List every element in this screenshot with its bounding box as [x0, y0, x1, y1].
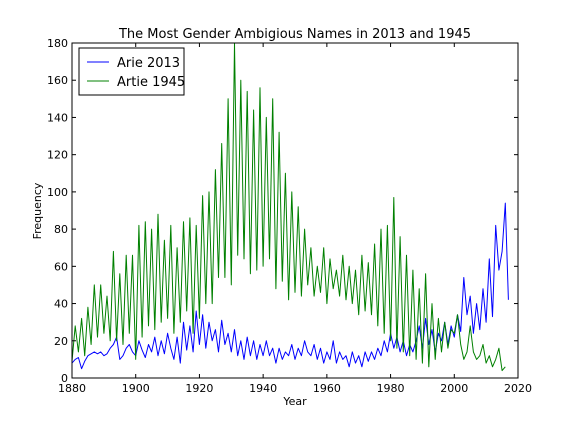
legend-box: [78, 47, 185, 96]
x-tick-label: 1940: [249, 382, 277, 395]
chart-title: The Most Gender Ambigious Names in 2013 …: [118, 27, 471, 42]
y-tick-label: 160: [47, 74, 68, 87]
x-axis-label: Year: [282, 395, 307, 408]
x-tick-label: 2020: [504, 382, 532, 395]
x-tick-label: 1900: [122, 382, 150, 395]
x-tick-label: 1960: [313, 382, 341, 395]
legend-label-2: Artie 1945: [117, 75, 185, 90]
y-tick-label: 0: [61, 372, 68, 385]
y-tick-label: 80: [54, 223, 68, 236]
x-tick-label: 1980: [377, 382, 405, 395]
axes-frame: [71, 42, 519, 379]
x-tick-label: 2000: [440, 382, 468, 395]
y-tick-label: 100: [47, 186, 68, 199]
series-line-2: [71, 42, 506, 372]
plot-area: 1880 1900 1920 1940 1960 1980 2000 2020 0 20 40 60 8…: [47, 37, 532, 395]
y-axis-label: Frequency: [31, 182, 44, 239]
y-tick-label: 140: [47, 111, 68, 124]
y-tick-label: 20: [54, 335, 68, 348]
x-tick-label: 1880: [58, 382, 86, 395]
y-tick-label: 40: [54, 298, 68, 311]
y-tick-label: 180: [47, 37, 68, 50]
x-tick-label: 1920: [185, 382, 213, 395]
legend-label-1: Arie 2013: [117, 56, 180, 71]
y-tick-label: 60: [54, 260, 68, 273]
y-tick-label: 120: [47, 149, 68, 162]
